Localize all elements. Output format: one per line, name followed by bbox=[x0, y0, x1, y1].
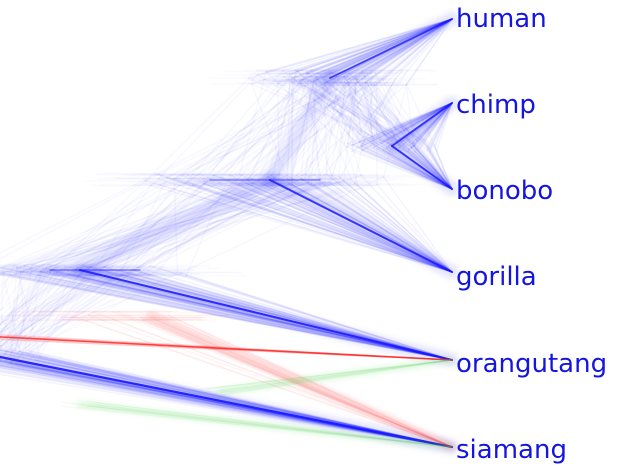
edge-node-h-node-c bbox=[303, 78, 363, 152]
edge-node-h-node-c bbox=[342, 73, 380, 150]
edge-node-h-node-c bbox=[294, 69, 409, 152]
edge-node-h-node-c bbox=[301, 78, 373, 142]
label-human: human bbox=[456, 4, 547, 34]
edge-node-h-node-c bbox=[335, 75, 393, 143]
edge-node-h-node-c bbox=[346, 76, 364, 151]
edge-node-gorilla bbox=[376, 183, 453, 273]
label-bonobo: bonobo bbox=[456, 176, 553, 206]
edge-node-gorilla bbox=[166, 176, 453, 273]
edge-node-h-node-c bbox=[364, 82, 376, 148]
core-alt-green-siamang bbox=[78, 402, 454, 449]
edge-node-h-node-c bbox=[366, 72, 400, 146]
edge-node-h-node-c bbox=[363, 75, 384, 151]
edge-node-h-node-c bbox=[360, 84, 381, 144]
edge-node-h-node-c bbox=[353, 83, 363, 145]
edge-node-h-node-c bbox=[248, 77, 392, 146]
core-gorilla bbox=[269, 179, 453, 273]
edge-node-h-node-c bbox=[347, 84, 360, 143]
edge-node-h-node-c bbox=[343, 75, 398, 152]
edge-node-h-node-c bbox=[322, 78, 403, 143]
edge-node-gorilla bbox=[382, 176, 453, 273]
label-chimp: chimp bbox=[456, 90, 536, 120]
core-alt-green-orangutang bbox=[218, 358, 454, 394]
edge-node-h-node-c bbox=[361, 78, 375, 146]
edge-node-h-node-c bbox=[347, 79, 359, 145]
edge-alt-red-siamang bbox=[92, 311, 453, 448]
label-orangutang: orangutang bbox=[456, 349, 607, 379]
edge-node-gorilla bbox=[360, 174, 453, 273]
edge-node-h-node-c bbox=[344, 71, 393, 148]
tree-edges bbox=[0, 12, 459, 454]
branch-g-h-haze bbox=[263, 71, 337, 187]
edge-node-gorilla bbox=[157, 178, 453, 273]
edge-node-h-node-c bbox=[360, 77, 396, 147]
edge-node-h-node-c bbox=[290, 77, 402, 143]
edge-alt-red-siamang bbox=[87, 314, 453, 448]
edge-node-h-node-c bbox=[277, 82, 412, 148]
edge-node-gorilla bbox=[157, 173, 453, 273]
edge-node-g-node-h bbox=[377, 85, 378, 185]
edge-node-h-node-c bbox=[296, 69, 374, 149]
edge-node-h-node-c bbox=[347, 71, 431, 153]
label-siamang: siamang bbox=[456, 435, 567, 465]
edge-node-h-node-c bbox=[355, 76, 431, 151]
edge-node-h-node-c bbox=[372, 82, 402, 143]
edge-node-h-node-c bbox=[351, 69, 403, 146]
edge-node-h-node-c bbox=[296, 70, 380, 146]
edge-node-h-node-c bbox=[351, 82, 357, 152]
edge-node-gorilla bbox=[154, 173, 453, 273]
taxon-labels: human chimp bonobo gorilla orangutang si… bbox=[456, 4, 607, 465]
edge-node-gorilla bbox=[159, 184, 453, 273]
edge-node-gorilla bbox=[144, 179, 453, 273]
edge-node-h-node-c bbox=[250, 83, 409, 153]
edge-node-h-node-c bbox=[291, 72, 405, 149]
edge-node-h-node-c bbox=[292, 81, 398, 150]
edge-node-h-node-c bbox=[282, 69, 388, 149]
branch-o-g-haze bbox=[73, 173, 277, 277]
edge-node-h-node-c bbox=[363, 70, 408, 143]
edge-node-h-node-c bbox=[287, 79, 408, 142]
edge-node-h-node-c bbox=[348, 81, 365, 143]
edge-node-h-node-c bbox=[288, 72, 361, 148]
core-chimp bbox=[391, 102, 453, 147]
edge-node-h-node-c bbox=[354, 75, 388, 142]
core-siamang bbox=[0, 355, 454, 449]
edge-node-h-node-c bbox=[336, 79, 398, 143]
edge-alt-red-siamang bbox=[70, 315, 453, 448]
edge-node-h-node-c bbox=[299, 79, 373, 145]
edge-node-h-node-c bbox=[332, 78, 394, 150]
core-human bbox=[329, 18, 453, 79]
core-orangutang bbox=[79, 269, 453, 361]
edge-node-gorilla bbox=[150, 184, 453, 273]
core-bonobo bbox=[391, 145, 453, 190]
edge-node-h-node-c bbox=[386, 81, 429, 150]
edge-node-h-node-c bbox=[283, 75, 369, 142]
edge-node-h-node-c bbox=[340, 82, 384, 143]
edge-node-h-node-c bbox=[346, 81, 395, 149]
edge-node-h-node-c bbox=[290, 79, 414, 143]
edge-node-h-node-c bbox=[355, 78, 428, 152]
label-gorilla: gorilla bbox=[456, 262, 537, 292]
